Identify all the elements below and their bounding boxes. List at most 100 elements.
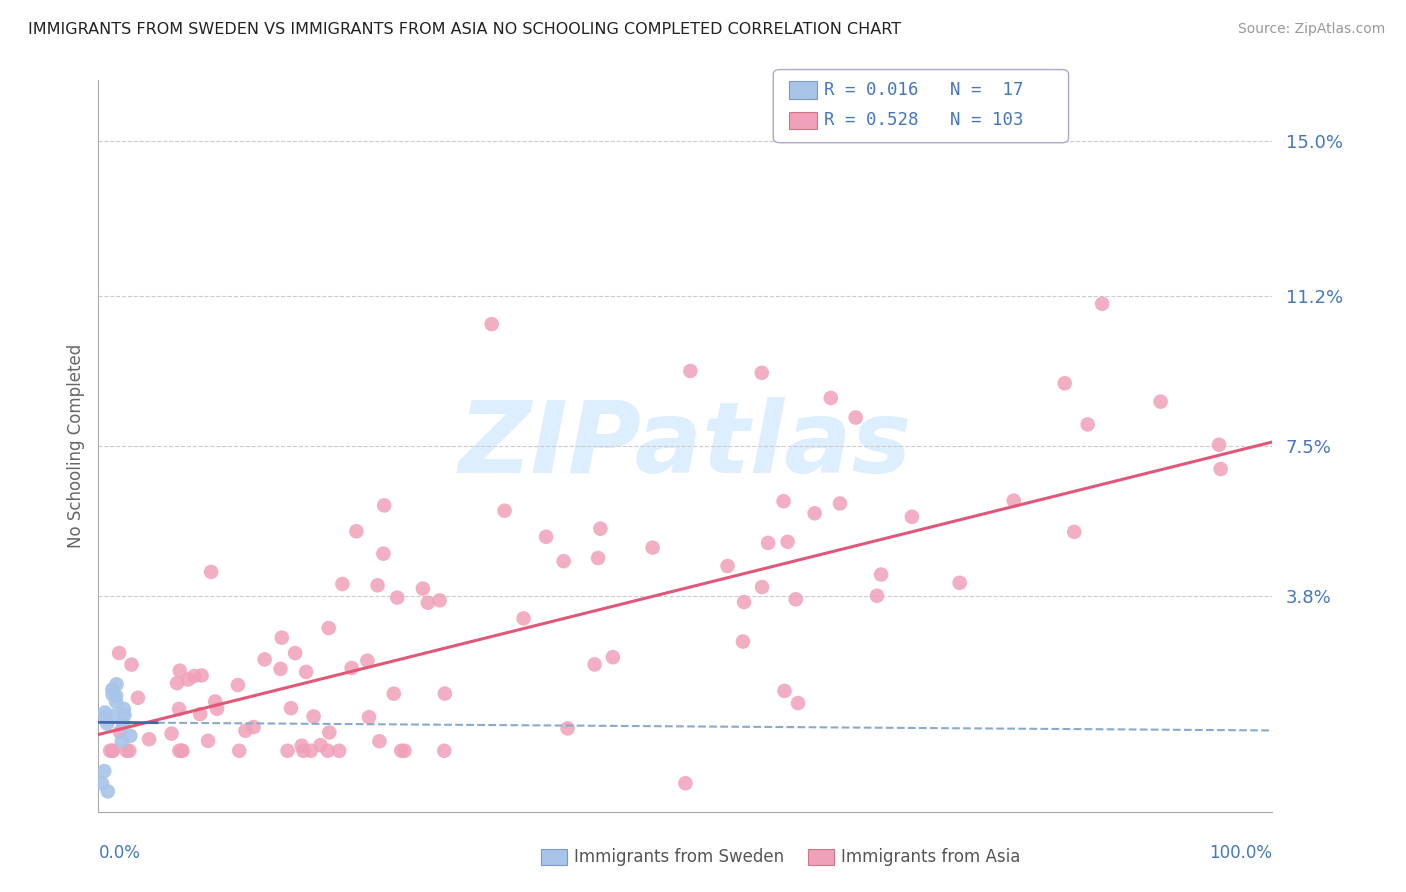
Point (776, 534, 799, 549)
Point (367, 578, 389, 592)
Point (170, 744, 193, 758)
Point (101, 682, 124, 697)
Point (773, 684, 796, 698)
Point (167, 702, 190, 716)
Point (292, 744, 315, 758)
Point (91, 776, 114, 790)
Point (387, 591, 409, 605)
Point (200, 565, 222, 579)
Point (295, 665, 318, 679)
Point (373, 547, 395, 561)
Point (94, 706, 117, 720)
Point (302, 709, 325, 723)
Point (368, 734, 391, 748)
Point (127, 690, 149, 705)
Point (785, 592, 807, 607)
Point (803, 506, 825, 520)
Point (269, 662, 291, 676)
Point (138, 732, 160, 747)
Text: Source: ZipAtlas.com: Source: ZipAtlas.com (1237, 22, 1385, 37)
Point (828, 496, 851, 510)
Point (373, 499, 395, 513)
Point (751, 366, 773, 380)
Text: R = 0.528   N = 103: R = 0.528 N = 103 (824, 112, 1024, 129)
Y-axis label: No Schooling Completed: No Schooling Completed (66, 344, 84, 548)
Text: 0.0%: 0.0% (98, 844, 141, 863)
Point (316, 744, 339, 758)
Point (277, 744, 299, 758)
Point (344, 524, 367, 539)
Point (1149, 394, 1171, 409)
Point (586, 551, 609, 566)
Point (583, 657, 606, 672)
Point (94, 709, 117, 723)
Point (731, 634, 754, 648)
Point (1063, 524, 1085, 539)
Point (357, 710, 380, 724)
Point (675, 776, 697, 790)
Point (108, 725, 131, 739)
Text: Immigrants from Asia: Immigrants from Asia (841, 848, 1021, 866)
Point (716, 559, 738, 574)
Point (787, 696, 810, 710)
Point (1053, 376, 1076, 391)
Point (494, 504, 516, 518)
Point (188, 707, 211, 722)
Point (97, 784, 120, 798)
Point (118, 744, 141, 758)
Point (114, 707, 136, 722)
Point (120, 729, 142, 743)
Point (382, 687, 405, 701)
Point (340, 661, 363, 675)
Point (284, 646, 307, 660)
Point (820, 391, 842, 405)
Point (108, 646, 131, 660)
Point (1077, 417, 1099, 432)
Point (602, 650, 624, 665)
Point (679, 364, 702, 378)
Point (1091, 297, 1114, 311)
Point (299, 744, 322, 758)
Point (332, 577, 354, 591)
Point (756, 536, 779, 550)
Point (105, 689, 128, 703)
Point (845, 410, 868, 425)
Point (101, 744, 124, 758)
Point (205, 702, 228, 716)
Point (866, 589, 889, 603)
Point (228, 744, 250, 758)
Point (226, 678, 249, 692)
Point (96, 716, 118, 731)
Point (328, 744, 350, 758)
Point (389, 744, 412, 758)
Text: IMMIGRANTS FROM SWEDEN VS IMMIGRANTS FROM ASIA NO SCHOOLING COMPLETED CORRELATIO: IMMIGRANTS FROM SWEDEN VS IMMIGRANTS FRO… (28, 22, 901, 37)
Point (172, 744, 194, 758)
Point (318, 621, 340, 635)
Point (160, 726, 183, 740)
Point (1002, 493, 1025, 508)
Text: 100.0%: 100.0% (1209, 844, 1272, 863)
Point (103, 709, 125, 723)
Point (190, 668, 212, 682)
Point (553, 554, 575, 568)
Point (169, 664, 191, 678)
Point (751, 580, 773, 594)
Point (901, 509, 924, 524)
Point (112, 717, 135, 731)
Point (772, 494, 794, 508)
Point (280, 701, 302, 715)
Point (318, 725, 340, 739)
Point (949, 575, 972, 590)
Point (291, 739, 314, 753)
Point (870, 567, 893, 582)
Text: Immigrants from Sweden: Immigrants from Sweden (574, 848, 783, 866)
Point (166, 676, 188, 690)
Point (93, 764, 115, 778)
Text: ZIPatlas: ZIPatlas (458, 398, 912, 494)
Point (253, 652, 276, 666)
Point (1209, 462, 1232, 476)
Point (356, 654, 378, 668)
Point (733, 595, 755, 609)
Text: R = 0.016   N =  17: R = 0.016 N = 17 (824, 81, 1024, 99)
Point (416, 596, 439, 610)
